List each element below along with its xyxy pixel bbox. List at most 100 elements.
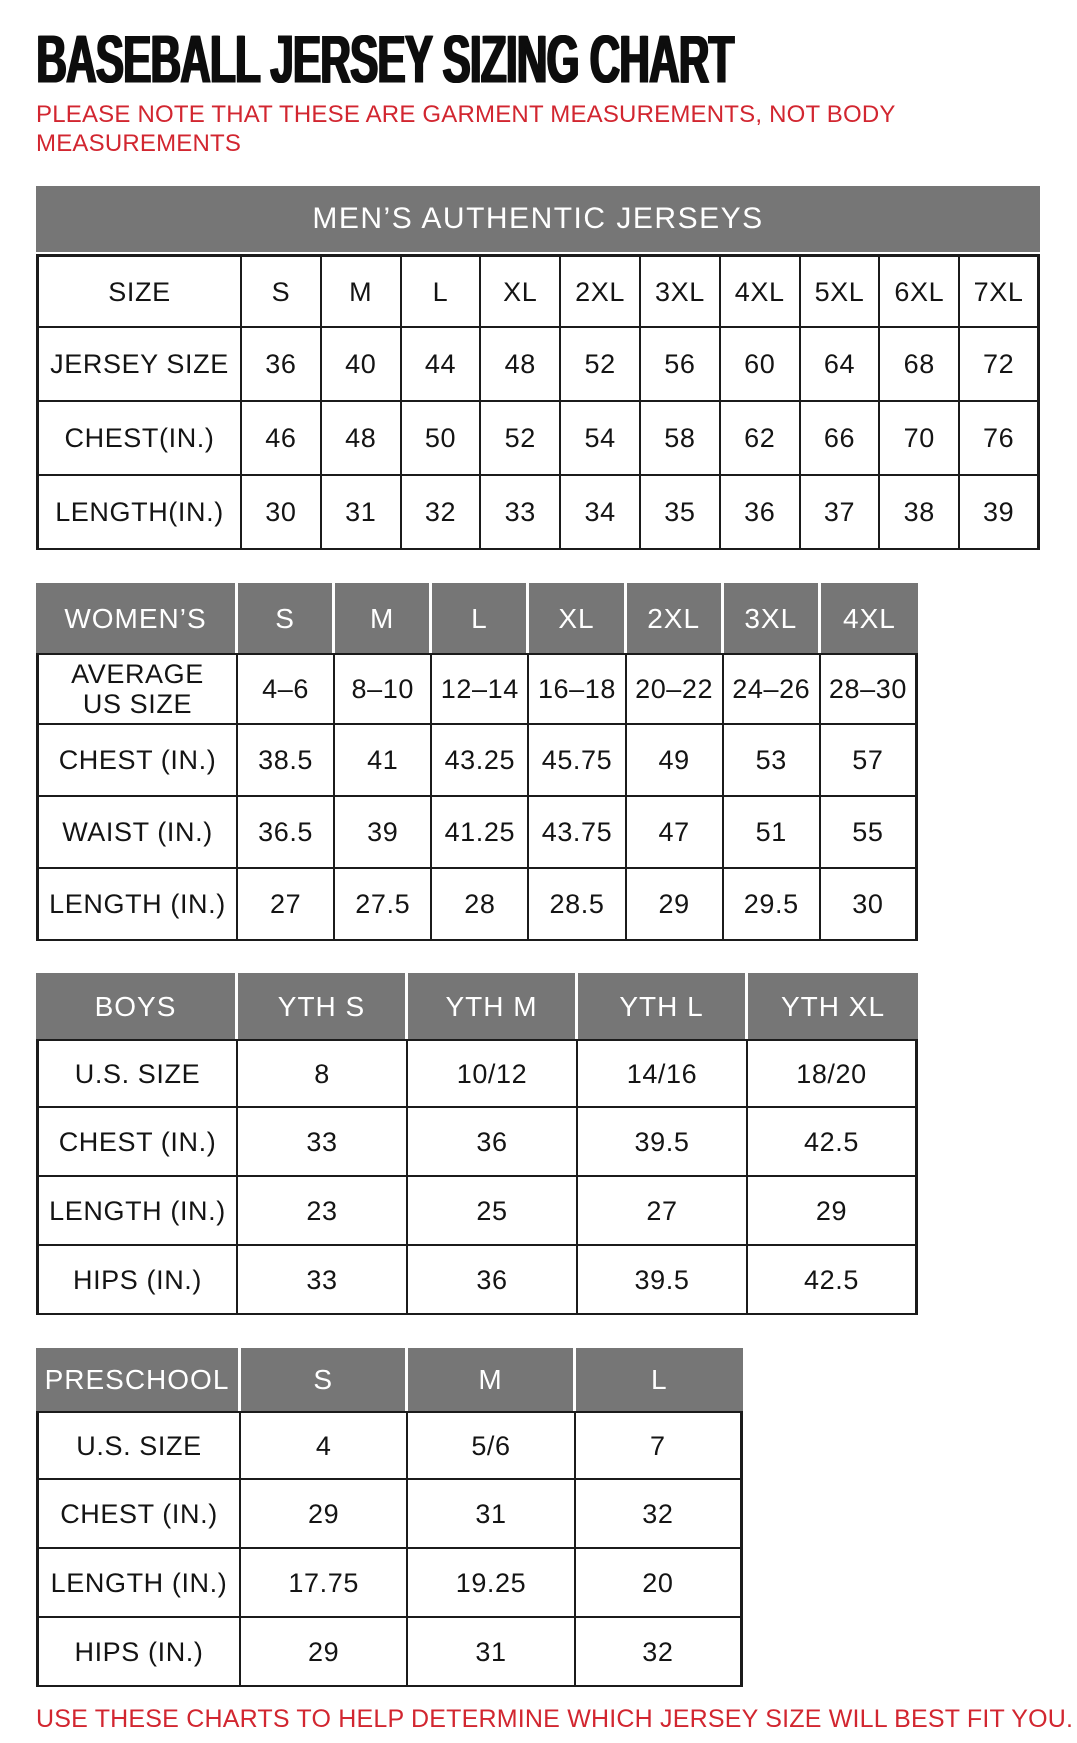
value-cell: 24–26 bbox=[723, 653, 821, 726]
column-header-cell: S bbox=[242, 254, 322, 329]
row-label-cell: U.S. SIZE bbox=[36, 1039, 238, 1109]
value-cell: 29 bbox=[241, 1618, 409, 1688]
column-header-cell: 2XL bbox=[626, 583, 724, 654]
value-cell: 52 bbox=[561, 328, 641, 403]
value-cell: 38 bbox=[880, 476, 961, 551]
value-cell: 4–6 bbox=[238, 653, 336, 726]
value-cell: 64 bbox=[800, 328, 881, 403]
value-cell: 30 bbox=[242, 476, 322, 551]
value-cell: 34 bbox=[561, 476, 641, 551]
value-cell: 44 bbox=[401, 328, 482, 403]
value-cell: 36.5 bbox=[238, 797, 336, 870]
column-header-cell: L bbox=[432, 583, 530, 654]
row-label-cell: CHEST(IN.) bbox=[36, 402, 242, 477]
value-cell: 8 bbox=[238, 1039, 408, 1109]
row-label-cell: HIPS (IN.) bbox=[36, 1246, 238, 1316]
value-cell: 39 bbox=[960, 476, 1040, 551]
value-cell: 33 bbox=[238, 1108, 408, 1178]
value-cell: 17.75 bbox=[241, 1549, 409, 1619]
value-cell: 31 bbox=[408, 1618, 576, 1688]
value-cell: 43.75 bbox=[529, 797, 627, 870]
value-cell: 27 bbox=[238, 869, 336, 942]
row-label-cell: LENGTH (IN.) bbox=[36, 1177, 238, 1247]
row-label-cell: AVERAGE US SIZE bbox=[36, 653, 238, 726]
value-cell: 48 bbox=[481, 328, 562, 403]
value-cell: 36 bbox=[408, 1246, 578, 1316]
value-cell: 28.5 bbox=[529, 869, 627, 942]
value-cell: 76 bbox=[960, 402, 1040, 477]
value-cell: 33 bbox=[481, 476, 562, 551]
value-cell: 31 bbox=[321, 476, 402, 551]
value-cell: 27.5 bbox=[335, 869, 433, 942]
value-cell: 55 bbox=[820, 797, 918, 870]
column-header-cell: L bbox=[575, 1348, 743, 1412]
value-cell: 23 bbox=[238, 1177, 408, 1247]
value-cell: 36 bbox=[242, 328, 322, 403]
column-header-cell: S bbox=[238, 583, 336, 654]
row-label-cell: LENGTH (IN.) bbox=[36, 869, 238, 942]
column-header-cell: M bbox=[335, 583, 433, 654]
column-header-cell: M bbox=[408, 1348, 576, 1412]
value-cell: 19.25 bbox=[408, 1549, 576, 1619]
row-label-cell: CHEST (IN.) bbox=[36, 725, 238, 798]
sizing-table-mens: SIZE S M L XL 2XL 3XL 4XL 5XL 6XL 7XL JERSEY SIZE 36… bbox=[36, 254, 1040, 551]
garment-measurement-note: PLEASE NOTE THAT THESE ARE GARMENT MEASU… bbox=[36, 100, 896, 158]
value-cell: 29.5 bbox=[723, 869, 821, 942]
value-cell: 42.5 bbox=[748, 1108, 918, 1178]
sizing-table-boys: BOYS YTH S YTH M YTH L YTH XL U.S. SIZE 8 10/12… bbox=[36, 973, 918, 1316]
mens-table-title: MEN’S AUTHENTIC JERSEYS bbox=[312, 202, 764, 236]
value-cell: 38.5 bbox=[238, 725, 336, 798]
value-cell: 42.5 bbox=[748, 1246, 918, 1316]
value-cell: 53 bbox=[723, 725, 821, 798]
value-cell: 57 bbox=[820, 725, 918, 798]
value-cell: 14/16 bbox=[578, 1039, 748, 1109]
value-cell: 29 bbox=[626, 869, 724, 942]
value-cell: 35 bbox=[641, 476, 721, 551]
column-header-cell: 3XL bbox=[723, 583, 821, 654]
table-header-label-cell: WOMEN’S bbox=[36, 583, 238, 654]
column-header-cell: YTH M bbox=[408, 973, 578, 1040]
value-cell: 12–14 bbox=[432, 653, 530, 726]
value-cell: 10/12 bbox=[408, 1039, 578, 1109]
value-cell: 39.5 bbox=[578, 1246, 748, 1316]
value-cell: 48 bbox=[321, 402, 402, 477]
value-cell: 5/6 bbox=[408, 1411, 576, 1481]
column-header-cell: YTH XL bbox=[748, 973, 918, 1040]
column-header-cell: XL bbox=[529, 583, 627, 654]
value-cell: 25 bbox=[408, 1177, 578, 1247]
table-header-label-cell: BOYS bbox=[36, 973, 238, 1040]
value-cell: 49 bbox=[626, 725, 724, 798]
value-cell: 29 bbox=[241, 1480, 409, 1550]
column-header-cell: 2XL bbox=[561, 254, 641, 329]
value-cell: 32 bbox=[575, 1480, 743, 1550]
value-cell: 32 bbox=[401, 476, 482, 551]
column-header-cell: 4XL bbox=[720, 254, 801, 329]
row-label-cell: JERSEY SIZE bbox=[36, 328, 242, 403]
column-header-cell: 3XL bbox=[641, 254, 721, 329]
value-cell: 4 bbox=[241, 1411, 409, 1481]
value-cell: 47 bbox=[626, 797, 724, 870]
value-cell: 41 bbox=[335, 725, 433, 798]
row-label-cell: LENGTH(IN.) bbox=[36, 476, 242, 551]
value-cell: 52 bbox=[481, 402, 562, 477]
value-cell: 70 bbox=[880, 402, 961, 477]
value-cell: 39 bbox=[335, 797, 433, 870]
value-cell: 40 bbox=[321, 328, 402, 403]
row-label-cell: CHEST (IN.) bbox=[36, 1480, 241, 1550]
column-header-cell: L bbox=[401, 254, 482, 329]
column-header-cell: YTH S bbox=[238, 973, 408, 1040]
value-cell: 60 bbox=[720, 328, 801, 403]
table-header-label-cell: PRESCHOOL bbox=[36, 1348, 241, 1412]
value-cell: 37 bbox=[800, 476, 881, 551]
value-cell: 51 bbox=[723, 797, 821, 870]
footer-note: USE THESE CHARTS TO HELP DETERMINE WHICH… bbox=[36, 1705, 1074, 1734]
value-cell: 46 bbox=[242, 402, 322, 477]
value-cell: 28 bbox=[432, 869, 530, 942]
value-cell: 29 bbox=[748, 1177, 918, 1247]
value-cell: 20 bbox=[575, 1549, 743, 1619]
row-label-cell: CHEST (IN.) bbox=[36, 1108, 238, 1178]
value-cell: 68 bbox=[880, 328, 961, 403]
value-cell: 45.75 bbox=[529, 725, 627, 798]
value-cell: 20–22 bbox=[626, 653, 724, 726]
